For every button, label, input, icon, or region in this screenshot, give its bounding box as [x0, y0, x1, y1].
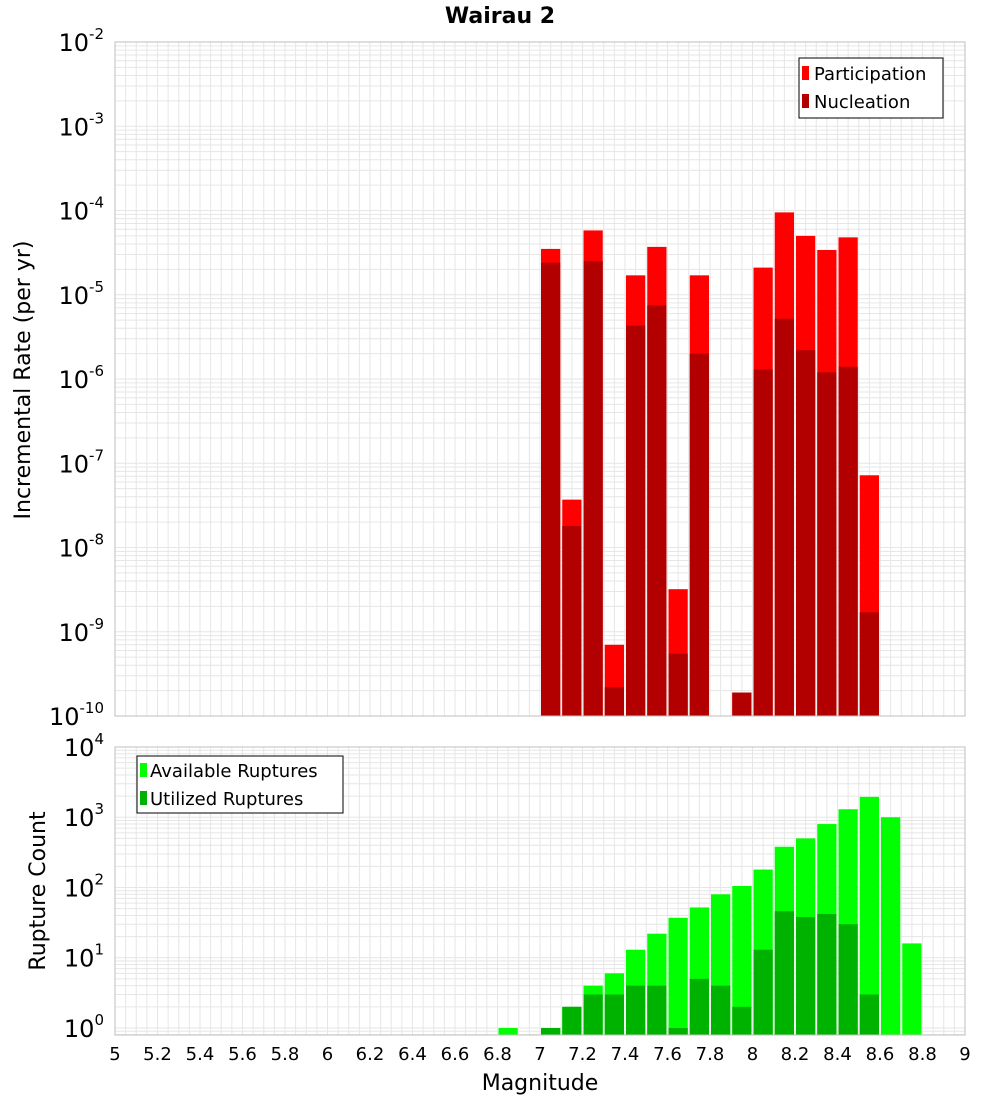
rate-bar-secondary — [583, 261, 603, 716]
count-bar-secondary — [859, 994, 879, 1035]
count-bar-secondary — [689, 978, 709, 1035]
x-tick-label: 7 — [534, 1044, 545, 1065]
count-bar-secondary — [647, 985, 667, 1035]
count-bar-secondary — [541, 1027, 561, 1035]
count-bar-secondary — [562, 1006, 582, 1035]
count-bar-secondary — [711, 985, 731, 1035]
top-panel-bars — [541, 212, 879, 717]
y-tick-label: 10-2 — [58, 25, 104, 57]
x-tick-label: 7.6 — [653, 1044, 682, 1065]
top-panel-grid — [114, 42, 966, 717]
x-tick-label: 5.2 — [143, 1044, 172, 1065]
count-bar-secondary — [732, 1006, 752, 1035]
x-tick-label: 6.8 — [483, 1044, 512, 1065]
top-legend: Participation Nucleation — [798, 57, 944, 119]
x-tick-label: 6.4 — [398, 1044, 427, 1065]
bottom-legend: Available Ruptures Utilized Ruptures — [136, 755, 344, 814]
count-bar-secondary — [838, 924, 858, 1035]
legend-swatch-participation — [802, 66, 809, 80]
bottom-y-axis-ticks: 104 103 102 101 100 — [64, 730, 104, 1043]
rate-bar-secondary — [647, 305, 667, 716]
count-bar-secondary — [626, 985, 646, 1035]
x-tick-label: 5.4 — [186, 1044, 215, 1065]
x-tick-label: 7.2 — [568, 1044, 597, 1065]
count-bar-secondary — [604, 994, 624, 1035]
y-tick-label: 10-7 — [58, 446, 104, 478]
legend-label-available: Available Ruptures — [150, 761, 318, 782]
x-tick-label: 6.6 — [441, 1044, 470, 1065]
rate-bar-secondary — [859, 612, 879, 716]
count-bar-secondary — [668, 1027, 688, 1035]
top-y-axis-label: Incremental Rate (per yr) — [11, 241, 36, 520]
x-tick-label: 8.4 — [823, 1044, 852, 1065]
rate-bar-secondary — [562, 525, 582, 716]
count-bar-secondary — [753, 949, 773, 1035]
bottom-panel-bars — [498, 796, 922, 1035]
y-tick-label: 10-3 — [58, 109, 104, 141]
y-tick-label: 101 — [64, 941, 104, 973]
count-bar-primary — [859, 796, 879, 1035]
x-tick-label: 8 — [747, 1044, 758, 1065]
legend-swatch-nucleation — [802, 94, 809, 108]
x-axis-ticks: 5 5.2 5.4 5.6 5.8 6 6.2 6.4 6.6 6.8 7 7.2 7.4 7.6 7.8 8… — [109, 1044, 970, 1065]
count-bar-secondary — [774, 911, 794, 1035]
chart-title: Wairau 2 — [445, 4, 555, 29]
y-tick-label: 10-9 — [58, 615, 104, 647]
legend-label-nucleation: Nucleation — [814, 92, 910, 113]
top-y-axis-ticks: 10-2 10-3 10-4 10-5 10-6 10-7 10-8 10-9 10-10 — [49, 25, 104, 731]
x-tick-label: 5 — [109, 1044, 120, 1065]
rate-bar-secondary — [732, 692, 752, 716]
y-tick-label: 103 — [64, 800, 104, 832]
y-tick-label: 10-6 — [58, 362, 104, 394]
x-tick-label: 7.4 — [611, 1044, 640, 1065]
bottom-y-axis-label: Rupture Count — [26, 811, 51, 971]
rate-bar-secondary — [541, 262, 561, 716]
rate-bar-secondary — [753, 369, 773, 716]
count-bar-secondary — [583, 994, 603, 1035]
rate-bar-secondary — [774, 318, 794, 716]
legend-swatch-available — [140, 763, 147, 777]
y-tick-label: 100 — [64, 1011, 104, 1043]
y-tick-label: 10-10 — [49, 699, 104, 731]
rate-bar-secondary — [626, 325, 646, 716]
rate-bar-secondary — [838, 366, 858, 716]
count-bar-secondary — [796, 917, 816, 1035]
x-tick-label: 8.8 — [908, 1044, 937, 1065]
count-bar-primary — [732, 885, 752, 1035]
rate-bar-secondary — [796, 350, 816, 716]
top-panel-frame — [114, 41, 966, 717]
count-bar-primary — [668, 917, 688, 1035]
x-tick-label: 5.8 — [271, 1044, 300, 1065]
legend-label-utilized: Utilized Ruptures — [150, 789, 303, 810]
y-tick-label: 10-5 — [58, 278, 104, 310]
y-tick-label: 102 — [64, 870, 104, 902]
x-tick-label: 6.2 — [356, 1044, 385, 1065]
legend-label-participation: Participation — [814, 64, 926, 85]
x-tick-label: 6 — [322, 1044, 333, 1065]
y-tick-label: 10-4 — [58, 194, 104, 226]
count-bar-primary — [881, 817, 901, 1035]
count-bar-primary — [498, 1027, 518, 1035]
x-tick-label: 9 — [959, 1044, 970, 1065]
x-tick-label: 5.6 — [228, 1044, 257, 1065]
rate-bar-secondary — [604, 687, 624, 716]
rate-bar-secondary — [817, 372, 837, 716]
rate-bar-secondary — [689, 353, 709, 716]
x-tick-label: 8.2 — [781, 1044, 810, 1065]
rate-bar-secondary — [668, 653, 688, 716]
count-bar-secondary — [817, 913, 837, 1035]
top-legend-box — [798, 57, 944, 119]
legend-swatch-utilized — [140, 791, 147, 805]
x-tick-label: 7.8 — [696, 1044, 725, 1065]
bottom-panel-frame — [114, 746, 966, 1036]
count-bar-primary — [902, 943, 922, 1035]
y-tick-label: 104 — [64, 730, 104, 762]
bottom-legend-box — [136, 755, 344, 814]
x-axis-label: Magnitude — [482, 1071, 599, 1096]
y-tick-label: 10-8 — [58, 531, 104, 563]
x-tick-label: 8.6 — [866, 1044, 895, 1065]
